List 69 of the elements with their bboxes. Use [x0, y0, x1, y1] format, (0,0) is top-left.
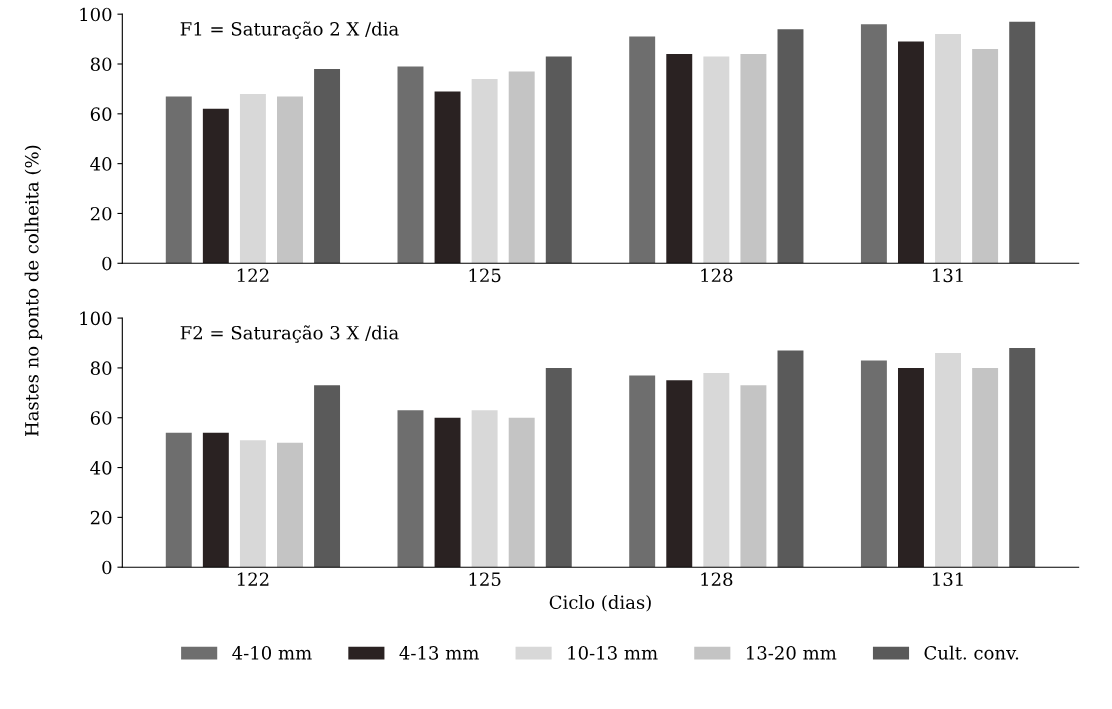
bar	[629, 36, 656, 264]
bar	[972, 49, 999, 264]
bar	[898, 41, 924, 264]
y-tick-label: 100	[80, 7, 112, 22]
bar	[277, 442, 303, 568]
bar	[202, 108, 229, 264]
bar	[1009, 347, 1036, 568]
y-tick-label: 0	[102, 560, 112, 575]
chart-title: F2 = Saturação 3 X /dia	[180, 325, 399, 343]
legend-label: 4-10 mm	[232, 646, 312, 660]
y-tick-label: 0	[102, 256, 112, 271]
bar	[1009, 21, 1036, 264]
bar	[397, 410, 424, 568]
bar	[777, 29, 804, 264]
bar	[972, 367, 999, 568]
x-tick-label: 128	[701, 572, 733, 587]
x-tick-label: 122	[237, 268, 269, 282]
bar	[508, 71, 535, 264]
x-tick-label: 131	[933, 572, 963, 587]
bar	[545, 56, 572, 264]
bar	[314, 68, 341, 264]
bar	[397, 66, 424, 264]
bar	[508, 417, 535, 568]
chart-title: F1 = Saturação 2 X /dia	[180, 21, 399, 39]
y-tick-label: 100	[80, 311, 112, 326]
x-tick-label: 122	[237, 572, 269, 586]
bar	[703, 372, 730, 568]
legend-label: 13-20 mm	[747, 646, 837, 660]
x-tick-label: 131	[933, 268, 963, 283]
y-tick-label: 40	[90, 157, 112, 171]
bar	[434, 91, 461, 264]
bar	[434, 417, 461, 568]
bar	[740, 54, 767, 264]
bar	[860, 24, 887, 264]
y-tick-label: 60	[90, 411, 112, 425]
legend-label: 10-13 mm	[568, 646, 658, 660]
bar	[629, 375, 656, 568]
bar	[703, 56, 730, 264]
y-tick-label: 40	[90, 461, 112, 475]
y-tick-label: 20	[90, 510, 112, 525]
bar	[277, 96, 303, 264]
bar	[545, 367, 572, 568]
bar	[740, 385, 767, 568]
bar	[239, 93, 266, 264]
bar	[777, 350, 804, 568]
bar	[202, 432, 229, 568]
y-tick-label: 60	[90, 107, 112, 121]
x-axis-title: Ciclo (dias)	[549, 595, 651, 612]
x-tick-label: 128	[701, 268, 733, 283]
bar	[471, 410, 498, 568]
bar	[165, 96, 192, 264]
bar	[666, 54, 693, 264]
y-tick-label: 20	[90, 206, 112, 221]
bar	[314, 385, 341, 568]
bar	[239, 440, 266, 568]
bar	[935, 352, 962, 568]
y-tick-label: 80	[90, 57, 112, 72]
bar	[860, 360, 887, 568]
bar	[471, 78, 498, 264]
legend-label: Cult. conv.	[924, 645, 1019, 660]
x-tick-label: 125	[469, 572, 501, 587]
bar	[666, 380, 693, 568]
legend-label: 4-13 mm	[399, 646, 479, 660]
bar	[898, 367, 924, 568]
x-tick-label: 125	[469, 268, 501, 283]
bar	[165, 432, 192, 568]
bar	[935, 34, 962, 264]
y-axis-title: Hastes no ponto de colheita (%)	[24, 145, 43, 437]
y-tick-label: 80	[90, 361, 112, 376]
